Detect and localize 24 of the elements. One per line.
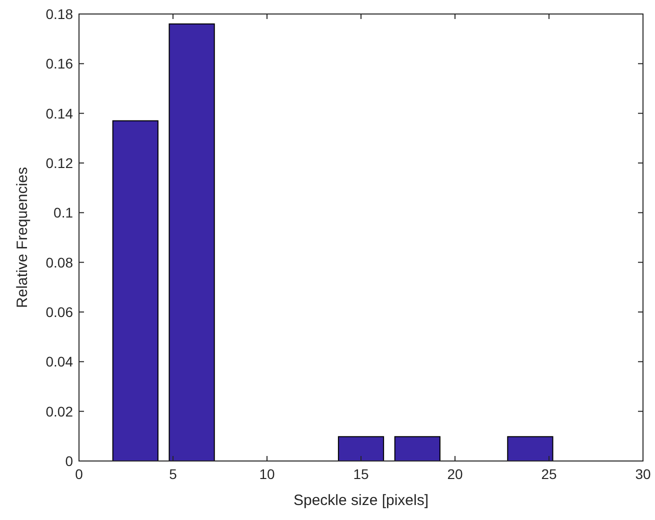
- x-tick-label: 20: [447, 466, 463, 482]
- y-tick-label: 0.12: [46, 155, 74, 171]
- x-tick-label: 10: [259, 466, 275, 482]
- bar: [338, 436, 384, 462]
- y-tick-label: 0.14: [46, 105, 74, 122]
- x-tick-label: 0: [75, 466, 84, 482]
- y-tick-label: 0.06: [46, 304, 74, 320]
- bar: [394, 436, 440, 462]
- x-tick-label: 15: [353, 466, 369, 482]
- y-tick-label: 0.16: [46, 56, 74, 72]
- y-tick-label: 0.04: [46, 354, 74, 370]
- y-tick-label: 0.08: [46, 254, 74, 270]
- bar: [507, 436, 554, 462]
- y-tick-label: 0.1: [54, 204, 74, 221]
- x-axis-title: Speckle size [pixels]: [293, 492, 429, 509]
- y-tick-label: 0.18: [46, 6, 74, 22]
- x-tick-label: 30: [635, 466, 651, 482]
- y-axis-title: Relative Frequencies: [14, 167, 31, 308]
- bar: [112, 120, 158, 462]
- y-tick-label: 0.02: [46, 403, 74, 420]
- x-tick-label: 5: [169, 466, 178, 482]
- x-tick-label: 25: [541, 466, 557, 482]
- bar: [168, 23, 215, 462]
- y-tick-label: 0: [65, 453, 74, 469]
